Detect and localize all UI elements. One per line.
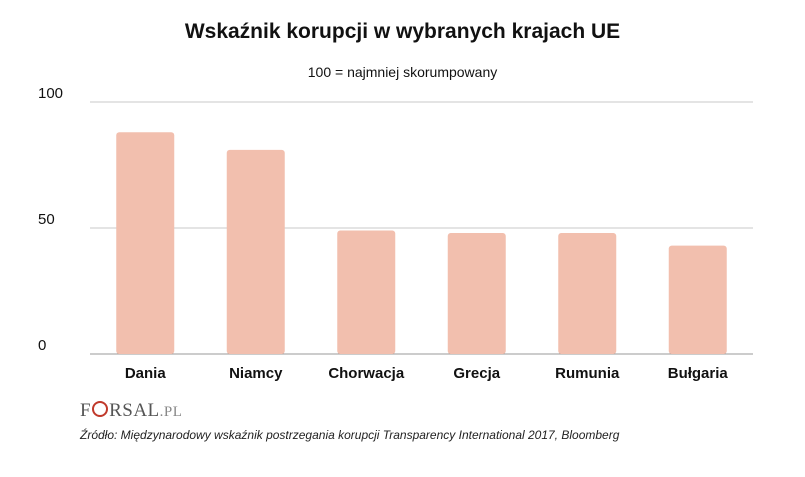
- bar-2: [337, 230, 396, 354]
- forsal-logo: F RSAL.PL: [80, 400, 182, 422]
- y-tick-label-100: 100: [38, 85, 63, 102]
- x-tick-label-0: Dania: [125, 365, 167, 382]
- bar-1: [226, 149, 285, 354]
- logo-text-end: .PL: [159, 404, 183, 420]
- logo-text-middle: RSAL: [109, 400, 160, 421]
- y-tick-label-50: 50: [38, 211, 55, 228]
- x-tick-label-1: Niamcy: [229, 365, 283, 382]
- bar-3: [447, 233, 506, 354]
- bar-0: [116, 132, 175, 354]
- y-tick-label-0: 0: [38, 337, 46, 354]
- x-tick-label-4: Rumunia: [555, 365, 620, 382]
- bar-5: [668, 245, 727, 354]
- chart-title: Wskaźnik korupcji w wybranych krajach UE: [184, 20, 621, 43]
- x-tick-label-2: Chorwacja: [328, 365, 405, 382]
- source-note: Źródło: Międzynarodowy wskaźnik postrzeg…: [80, 428, 620, 442]
- x-tick-label-3: Grecja: [453, 365, 500, 382]
- chart-subtitle: 100 = najmniej skorumpowany: [307, 64, 498, 80]
- bar-4: [558, 233, 617, 354]
- logo-text-start: F: [80, 400, 92, 421]
- x-tick-label-5: Bułgaria: [668, 365, 729, 382]
- logo-o-icon: [92, 401, 109, 417]
